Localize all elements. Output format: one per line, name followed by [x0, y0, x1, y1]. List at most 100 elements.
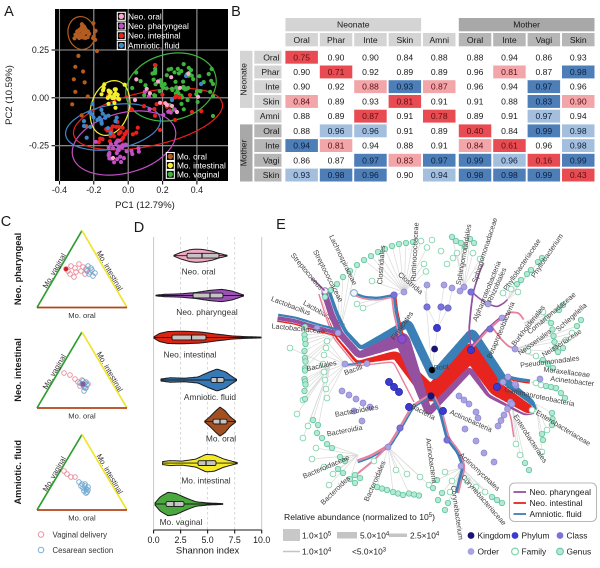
svg-text:Neo. pharyngeal: Neo. pharyngeal — [530, 487, 592, 497]
svg-text:PC1 (12.79%): PC1 (12.79%) — [115, 200, 175, 211]
svg-text:0.94: 0.94 — [362, 141, 379, 151]
svg-text:Oral: Oral — [294, 35, 310, 45]
svg-text:0.94: 0.94 — [570, 111, 587, 121]
svg-text:0.40: 0.40 — [467, 126, 484, 136]
svg-text:0.86: 0.86 — [535, 52, 552, 62]
svg-text:0.87: 0.87 — [431, 82, 448, 92]
svg-text:0.78: 0.78 — [431, 111, 448, 121]
svg-text:Class: Class — [567, 531, 588, 541]
svg-text:0.96: 0.96 — [467, 67, 484, 77]
svg-text:0.16: 0.16 — [535, 155, 552, 165]
svg-text:0.91: 0.91 — [501, 111, 518, 121]
svg-text:0.89: 0.89 — [328, 111, 345, 121]
svg-text:0.92: 0.92 — [328, 82, 345, 92]
svg-text:0.91: 0.91 — [396, 126, 413, 136]
svg-text:0.91: 0.91 — [431, 96, 448, 106]
svg-text:0.4: 0.4 — [191, 185, 203, 195]
svg-text:0.89: 0.89 — [431, 126, 448, 136]
svg-text:C: C — [1, 214, 11, 230]
svg-text:0.81: 0.81 — [501, 67, 518, 77]
svg-text:0.0: 0.0 — [147, 535, 159, 545]
svg-text:0.98: 0.98 — [570, 67, 587, 77]
svg-text:0.99: 0.99 — [467, 155, 484, 165]
svg-text:Amni: Amni — [260, 111, 280, 121]
svg-text:Oral: Oral — [263, 126, 279, 136]
svg-text:0.83: 0.83 — [396, 155, 413, 165]
svg-text:A: A — [4, 4, 14, 20]
svg-text:0.91: 0.91 — [396, 111, 413, 121]
svg-text:0.97: 0.97 — [535, 82, 552, 92]
svg-text:0.96: 0.96 — [535, 141, 552, 151]
svg-text:0.84: 0.84 — [396, 52, 413, 62]
svg-text:Phar: Phar — [327, 35, 345, 45]
svg-text:Skin: Skin — [263, 170, 280, 180]
svg-text:0.93: 0.93 — [362, 96, 379, 106]
svg-text:7.5: 7.5 — [229, 535, 241, 545]
svg-text:0.2: 0.2 — [156, 185, 168, 195]
svg-text:Neo. oral: Neo. oral — [128, 11, 162, 21]
svg-text:Mother: Mother — [239, 139, 249, 166]
svg-text:0.90: 0.90 — [570, 96, 587, 106]
svg-text:Amniotic. fluid: Amniotic. fluid — [128, 40, 180, 50]
svg-text:0.84: 0.84 — [293, 96, 310, 106]
svg-text:B: B — [231, 4, 241, 20]
svg-text:0.97: 0.97 — [535, 111, 552, 121]
svg-text:0.98: 0.98 — [467, 170, 484, 180]
svg-text:Oral: Oral — [467, 35, 483, 45]
svg-text:0.93: 0.93 — [293, 170, 310, 180]
svg-text:Cesarean section: Cesarean section — [53, 546, 114, 555]
svg-text:Skin: Skin — [263, 96, 280, 106]
svg-text:0.94: 0.94 — [431, 170, 448, 180]
svg-text:0.84: 0.84 — [501, 126, 518, 136]
svg-text:0.89: 0.89 — [328, 96, 345, 106]
svg-text:Mo. vaginal: Mo. vaginal — [160, 517, 203, 527]
svg-text:Neo. pharyngeal: Neo. pharyngeal — [13, 233, 23, 305]
svg-text:Inte: Inte — [363, 35, 378, 45]
svg-text:Neo. intestinal: Neo. intestinal — [530, 498, 583, 508]
svg-text:0.99: 0.99 — [535, 170, 552, 180]
svg-text:Mo. oral: Mo. oral — [206, 434, 236, 444]
svg-text:0.25: 0.25 — [32, 45, 49, 55]
svg-text:0.99: 0.99 — [570, 155, 587, 165]
svg-text:Mo. oral: Mo. oral — [68, 412, 96, 421]
svg-text:5.0×104: 5.0×104 — [360, 531, 390, 541]
svg-text:1.0×105: 1.0×105 — [302, 531, 332, 541]
svg-text:0.81: 0.81 — [396, 96, 413, 106]
svg-text:0.97: 0.97 — [431, 155, 448, 165]
svg-text:0.88: 0.88 — [501, 96, 518, 106]
svg-text:Mo. vaginal: Mo. vaginal — [177, 169, 220, 179]
svg-text:0.96: 0.96 — [570, 82, 587, 92]
svg-text:0.86: 0.86 — [293, 155, 310, 165]
svg-text:0.88: 0.88 — [293, 126, 310, 136]
svg-text:Skin: Skin — [570, 35, 587, 45]
svg-text:0.93: 0.93 — [570, 52, 587, 62]
svg-text:Vagi: Vagi — [263, 155, 280, 165]
svg-text:-0.2: -0.2 — [86, 185, 101, 195]
svg-text:0.87: 0.87 — [328, 155, 345, 165]
svg-text:Amni: Amni — [429, 35, 449, 45]
svg-text:0.88: 0.88 — [396, 141, 413, 151]
svg-text:0.98: 0.98 — [501, 170, 518, 180]
svg-text:0.89: 0.89 — [396, 67, 413, 77]
svg-text:Family: Family — [522, 547, 547, 557]
svg-text:Neo. intestinal: Neo. intestinal — [163, 350, 216, 360]
svg-text:Skin: Skin — [396, 35, 413, 45]
svg-text:Inte: Inte — [265, 141, 280, 151]
svg-text:0.94: 0.94 — [293, 141, 310, 151]
svg-text:0.96: 0.96 — [328, 126, 345, 136]
svg-text:0.71: 0.71 — [328, 67, 345, 77]
svg-text:0.90: 0.90 — [293, 82, 310, 92]
svg-text:0.94: 0.94 — [501, 82, 518, 92]
svg-text:0.94: 0.94 — [501, 52, 518, 62]
svg-text:-0.25: -0.25 — [29, 141, 49, 151]
svg-text:Mother: Mother — [513, 20, 540, 30]
svg-text:Amniotic. fluid: Amniotic. fluid — [13, 440, 23, 505]
svg-text:Amniotic. fluid: Amniotic. fluid — [184, 392, 236, 402]
svg-text:0.75: 0.75 — [293, 52, 310, 62]
svg-text:0.91: 0.91 — [467, 96, 484, 106]
svg-text:0.90: 0.90 — [362, 52, 379, 62]
svg-text:E: E — [276, 217, 286, 233]
svg-text:0.96: 0.96 — [501, 155, 518, 165]
svg-text:PC2 (10.59%): PC2 (10.59%) — [4, 65, 15, 125]
svg-text:0.96: 0.96 — [362, 170, 379, 180]
